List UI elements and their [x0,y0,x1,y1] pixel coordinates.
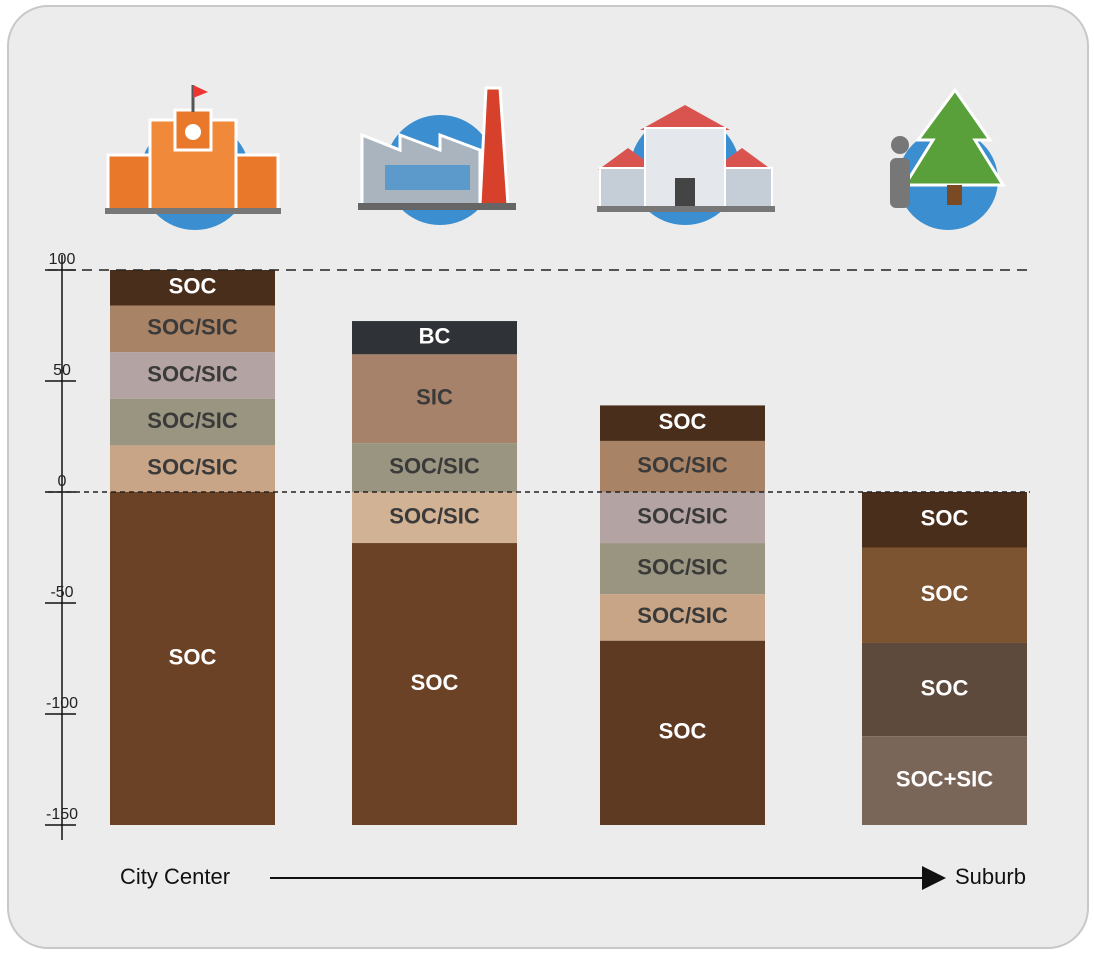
tick-label: -150 [46,806,78,823]
layer-label: SOC [169,644,217,669]
page: {"axis": {"range": [100, -150], "ticks":… [0,0,1094,955]
layer-label: SOC/SIC [637,554,728,579]
tick-label: -100 [46,695,78,712]
tick-label: -50 [50,584,73,601]
layer-label: SIC [416,385,453,410]
end-label: Suburb [955,864,1026,889]
layer-label: SOC/SIC [389,503,480,528]
layer-label: SOC+SIC [896,766,993,791]
layer-label: SOC [169,274,217,299]
layer-label: SOC/SIC [147,455,238,480]
layer-label: SOC/SIC [147,408,238,433]
layer-label: BC [419,324,451,349]
layer-label: SOC [659,409,707,434]
layer-label: SOC/SIC [147,315,238,340]
layer-label: SOC/SIC [389,453,480,478]
layer-label: SOC/SIC [637,603,728,628]
layer-label: SOC [921,675,969,700]
tick-label: 100 [49,251,76,268]
start-label: City Center [120,864,230,889]
layer-label: SOC [411,670,459,695]
layer-label: SOC/SIC [147,361,238,386]
layer-label: SOC [659,719,707,744]
layer-label: SOC/SIC [637,503,728,528]
layer-label: SOC [921,506,969,531]
layer-label: SOC/SIC [637,452,728,477]
tick-label: 0 [58,473,67,490]
tick-label: 50 [53,362,71,379]
figure: City Center Suburb 100 50 0 -50 -100 -150 SOC S… [0,0,1094,955]
layer-label: SOC [921,581,969,606]
